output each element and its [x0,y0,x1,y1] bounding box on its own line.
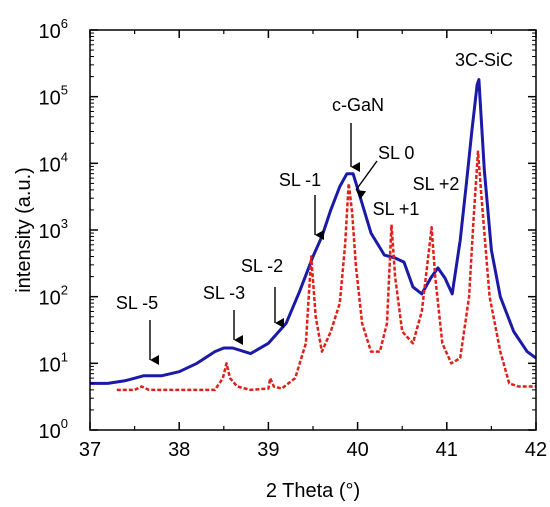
x-tick-label: 40 [346,439,368,461]
annotation-label: SL +1 [373,199,420,219]
y-tick-label: 102 [39,283,68,310]
y-tick-label: 100 [39,416,68,443]
annotation-label: SL -3 [203,283,245,303]
annotation-label: SL -5 [116,293,158,313]
series-layer [90,78,536,392]
y-tick-label: 101 [39,349,68,376]
y-axis-label: intensity (a.u.) [13,167,35,293]
x-axis: 37 38 39 40 41 42 [79,30,547,461]
annotations-layer: SL -5 SL -3 SL -2 SL -1 c-GaN SL 0 SL +1 SL +2 3… [116,50,513,365]
x-tick-label: 39 [257,439,279,461]
annotation-label: SL -1 [279,170,321,190]
y-axis: 100 101 102 103 104 105 106 [39,16,536,443]
x-tick-label: 41 [436,439,458,461]
series-line-2 [116,150,536,392]
annotation-label: SL 0 [378,143,414,163]
plot-frame [89,29,537,431]
annotation-label: c-GaN [332,95,384,115]
y-tick-label: 103 [39,216,68,243]
x-axis-label: 2 Theta (°) [266,480,360,502]
x-tick-label: 42 [525,439,547,461]
series-line-1 [90,78,536,385]
annotation-label: SL +2 [413,174,460,194]
x-tick-label: 38 [168,439,190,461]
y-tick-label: 105 [39,83,68,110]
annotation-arrow [355,160,378,200]
annotation-label: SL -2 [241,256,283,276]
x-tick-label: 37 [79,439,101,461]
annotation-label: 3C-SiC [455,50,513,70]
y-tick-label: 106 [39,16,68,43]
y-tick-label: 104 [39,149,68,176]
